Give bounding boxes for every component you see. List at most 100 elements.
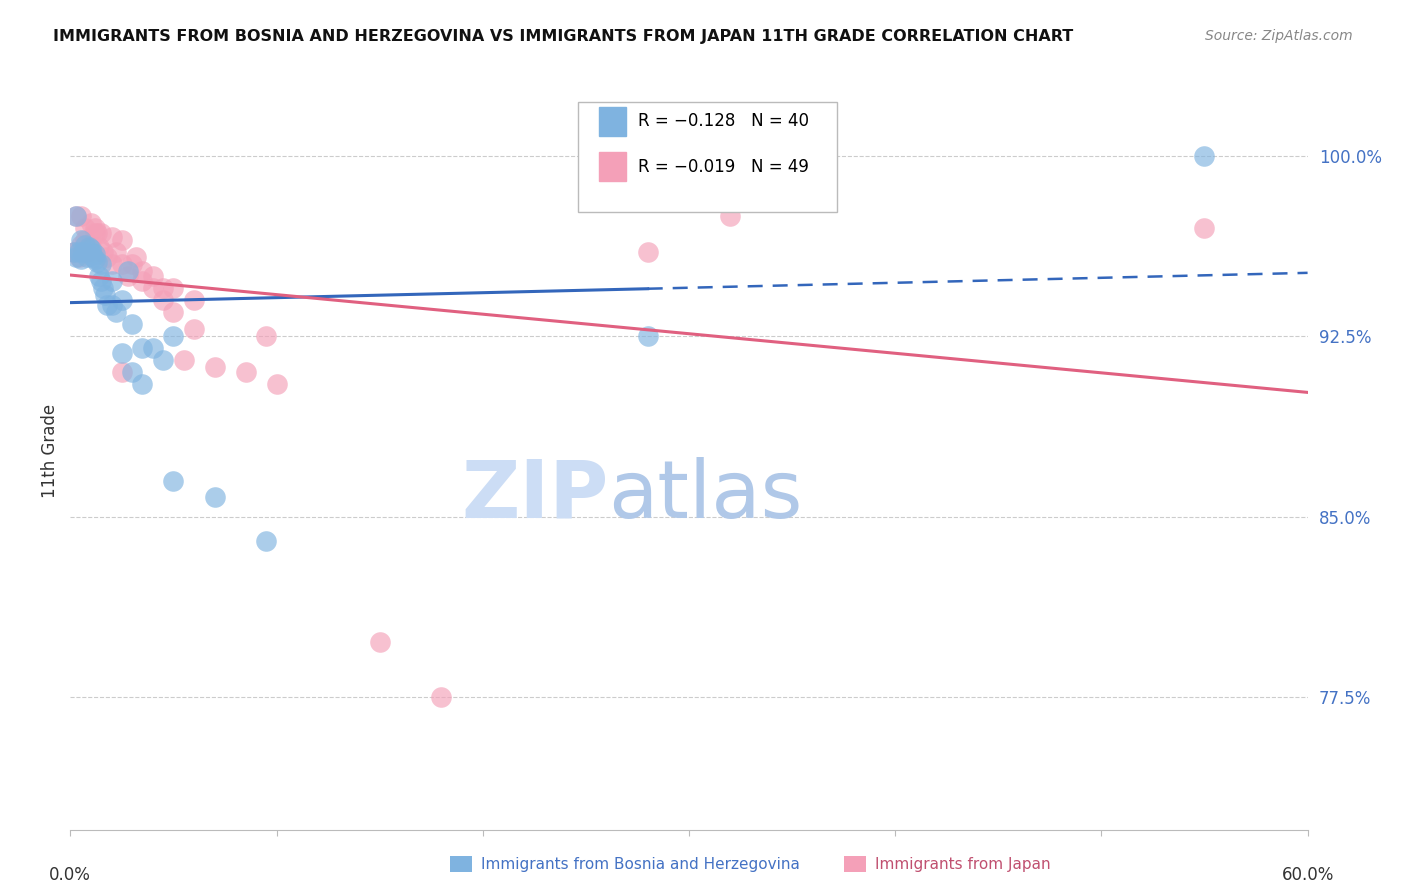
Point	[76, 244, 98, 259]
Point	[235, 365, 257, 379]
Point	[104, 305, 127, 319]
Point	[131, 341, 153, 355]
Point	[94, 288, 117, 302]
Point	[91, 281, 114, 295]
Text: atlas: atlas	[609, 457, 803, 535]
Point	[67, 250, 90, 264]
Point	[111, 365, 134, 379]
Point	[72, 244, 94, 259]
Point	[1194, 148, 1216, 162]
Point	[84, 252, 107, 266]
Point	[152, 293, 174, 307]
Point	[204, 491, 226, 505]
FancyBboxPatch shape	[578, 102, 838, 211]
Point	[121, 257, 143, 271]
Point	[76, 250, 98, 264]
Point	[90, 257, 112, 271]
Point	[131, 274, 153, 288]
Point	[142, 341, 165, 355]
Point	[111, 233, 134, 247]
Point	[80, 243, 103, 257]
Point	[131, 264, 153, 278]
Point	[69, 233, 91, 247]
Point	[117, 264, 139, 278]
Point	[69, 237, 91, 252]
Y-axis label: 11th Grade: 11th Grade	[41, 403, 59, 498]
Point	[77, 240, 100, 254]
Point	[266, 377, 288, 392]
Point	[65, 209, 87, 223]
Point	[637, 329, 659, 343]
Text: Immigrants from Japan: Immigrants from Japan	[875, 857, 1050, 871]
Point	[162, 305, 184, 319]
Point	[111, 293, 134, 307]
Point	[430, 690, 453, 705]
Point	[100, 274, 122, 288]
Point	[84, 226, 107, 240]
Point	[111, 257, 134, 271]
Point	[637, 244, 659, 259]
Point	[91, 244, 114, 259]
Text: Source: ZipAtlas.com: Source: ZipAtlas.com	[1205, 29, 1353, 43]
Point	[183, 322, 205, 336]
Point	[73, 237, 96, 252]
Point	[162, 281, 184, 295]
Point	[204, 360, 226, 375]
Point	[89, 268, 111, 283]
Text: Immigrants from Bosnia and Herzegovina: Immigrants from Bosnia and Herzegovina	[481, 857, 800, 871]
Text: R = −0.128   N = 40: R = −0.128 N = 40	[638, 112, 810, 130]
Point	[80, 244, 103, 259]
Point	[63, 244, 86, 259]
Point	[72, 244, 94, 259]
Point	[73, 220, 96, 235]
Point	[89, 240, 111, 254]
Point	[111, 346, 134, 360]
Point	[69, 209, 91, 223]
Point	[183, 293, 205, 307]
Point	[86, 254, 108, 268]
Point	[100, 298, 122, 312]
Point	[67, 244, 90, 259]
Point	[162, 329, 184, 343]
Point	[131, 377, 153, 392]
Point	[84, 247, 107, 261]
Point	[90, 274, 112, 288]
Text: IMMIGRANTS FROM BOSNIA AND HERZEGOVINA VS IMMIGRANTS FROM JAPAN 11TH GRADE CORRE: IMMIGRANTS FROM BOSNIA AND HERZEGOVINA V…	[53, 29, 1074, 44]
Point	[65, 250, 87, 264]
Point	[69, 252, 91, 266]
Point	[100, 230, 122, 244]
Point	[1194, 220, 1216, 235]
Point	[254, 329, 277, 343]
Point	[125, 250, 148, 264]
Point	[152, 281, 174, 295]
Point	[368, 635, 391, 649]
Point	[254, 533, 277, 548]
Point	[718, 209, 741, 223]
Point	[121, 365, 143, 379]
Point	[73, 233, 96, 247]
Point	[121, 317, 143, 331]
Point	[82, 250, 104, 264]
Point	[65, 209, 87, 223]
Text: ZIP: ZIP	[461, 457, 609, 535]
Point	[173, 353, 195, 368]
Point	[80, 240, 103, 254]
Point	[142, 268, 165, 283]
Point	[86, 226, 108, 240]
Point	[142, 281, 165, 295]
Point	[104, 244, 127, 259]
Point	[63, 244, 86, 259]
Point	[82, 244, 104, 259]
Point	[152, 353, 174, 368]
Bar	[599, 153, 626, 181]
Point	[100, 257, 122, 271]
Text: 0.0%: 0.0%	[49, 865, 91, 884]
Text: 60.0%: 60.0%	[1281, 865, 1334, 884]
Point	[162, 474, 184, 488]
Point	[84, 220, 107, 235]
Point	[96, 298, 118, 312]
Point	[96, 250, 118, 264]
Bar	[599, 107, 626, 136]
Point	[90, 226, 112, 240]
Point	[77, 237, 100, 252]
